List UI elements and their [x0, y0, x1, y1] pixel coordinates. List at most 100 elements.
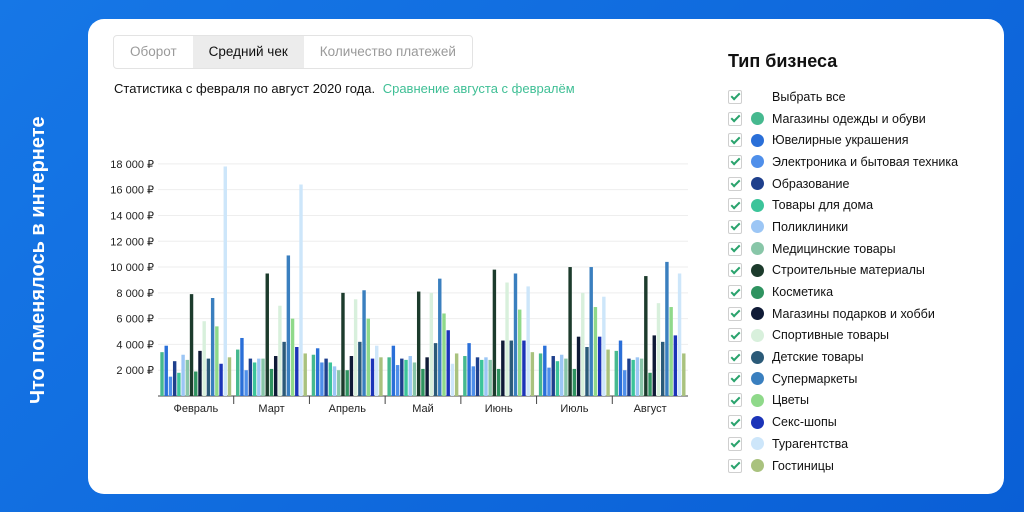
- bar: [635, 357, 640, 396]
- bar: [602, 296, 606, 396]
- checkbox-icon[interactable]: [728, 285, 742, 300]
- x-tick-label: Август: [634, 403, 667, 415]
- checkbox-icon[interactable]: [728, 241, 742, 256]
- legend-color-dot: [751, 393, 764, 407]
- legend-select-all[interactable]: Выбрать все: [728, 86, 998, 108]
- checkbox-icon[interactable]: [728, 89, 742, 104]
- checkbox-icon[interactable]: [728, 263, 742, 278]
- legend-color-dot: [751, 198, 764, 212]
- bar: [248, 358, 253, 396]
- bar: [454, 353, 459, 396]
- bar: [375, 345, 379, 396]
- bar: [429, 292, 434, 396]
- bar: [652, 335, 656, 396]
- bar: [543, 345, 547, 396]
- bar: [181, 354, 185, 396]
- bar: [656, 303, 661, 396]
- bar: [345, 370, 349, 396]
- tab-average-check[interactable]: Средний чек: [192, 36, 304, 68]
- legend-item[interactable]: Образование: [728, 173, 998, 195]
- bar: [252, 362, 257, 396]
- tab-turnover[interactable]: Оборот: [130, 44, 177, 59]
- legend: Тип бизнеса Выбрать все Магазины одежды …: [728, 51, 998, 476]
- legend-item[interactable]: Ювелирные украшения: [728, 129, 998, 151]
- bar: [210, 298, 215, 396]
- legend-item[interactable]: Магазины подарков и хобби: [728, 303, 998, 325]
- legend-item[interactable]: Магазины одежды и обуви: [728, 108, 998, 130]
- bar: [623, 370, 627, 396]
- legend-item[interactable]: Электроника и бытовая техника: [728, 151, 998, 173]
- legend-item[interactable]: Товары для дома: [728, 194, 998, 216]
- legend-item[interactable]: Спортивные товары: [728, 325, 998, 347]
- legend-color-dot: [751, 112, 764, 126]
- legend-item[interactable]: Супермаркеты: [728, 368, 998, 390]
- bar: [416, 291, 421, 396]
- bar: [618, 340, 623, 396]
- legend-title: Тип бизнеса: [728, 51, 838, 71]
- checkbox-icon[interactable]: [728, 436, 742, 451]
- legend-item[interactable]: Гостиницы: [728, 455, 998, 477]
- checkbox-icon[interactable]: [728, 176, 742, 191]
- bar: [581, 292, 585, 396]
- checkbox-icon[interactable]: [728, 111, 742, 126]
- legend-item-label: Косметика: [772, 285, 834, 300]
- bar: [379, 357, 383, 396]
- bar: [576, 336, 581, 396]
- bar: [337, 370, 341, 396]
- legend-item[interactable]: Детские товары: [728, 346, 998, 368]
- checkbox-icon[interactable]: [728, 306, 742, 321]
- bar: [682, 353, 686, 396]
- bar: [168, 376, 173, 396]
- checkbox-icon[interactable]: [728, 458, 742, 473]
- bar: [320, 362, 324, 396]
- checkbox-icon[interactable]: [728, 133, 742, 148]
- bar: [471, 366, 476, 396]
- bar: [496, 368, 501, 396]
- bar: [332, 366, 337, 396]
- bar: [438, 278, 442, 396]
- checkbox-icon[interactable]: [728, 198, 742, 213]
- bar: [526, 286, 530, 396]
- checkbox-icon[interactable]: [728, 328, 742, 343]
- bar: [240, 337, 244, 396]
- checkbox-icon[interactable]: [728, 154, 742, 169]
- legend-color-dot: [751, 437, 764, 451]
- legend-color-dot: [751, 177, 764, 191]
- bar: [160, 352, 164, 396]
- bar: [627, 358, 631, 396]
- y-tick-label: 6 000 ₽: [116, 314, 154, 326]
- tab-payments-count[interactable]: Количество платежей: [319, 44, 456, 59]
- checkbox-icon[interactable]: [728, 393, 742, 408]
- legend-item-label: Цветы: [772, 393, 809, 408]
- compare-link[interactable]: Сравнение августа с февралём: [382, 81, 575, 96]
- bar: [593, 307, 598, 396]
- legend-item-label: Детские товары: [772, 350, 864, 365]
- legend-item[interactable]: Строительные материалы: [728, 260, 998, 282]
- bar: [639, 358, 644, 396]
- legend-color-dot: [751, 459, 764, 473]
- legend-item-label: Гостиницы: [772, 458, 834, 473]
- legend-item[interactable]: Поликлиники: [728, 216, 998, 238]
- bar: [303, 353, 307, 396]
- bar: [328, 362, 333, 396]
- bar: [227, 357, 232, 396]
- legend-item[interactable]: Косметика: [728, 281, 998, 303]
- legend-item[interactable]: Турагентства: [728, 433, 998, 455]
- bar: [202, 321, 206, 396]
- bar: [172, 361, 177, 396]
- bar: [265, 273, 269, 396]
- checkbox-icon[interactable]: [728, 350, 742, 365]
- legend-color-dot: [751, 415, 764, 429]
- checkbox-icon[interactable]: [728, 415, 742, 430]
- bar: [206, 358, 211, 396]
- legend-item[interactable]: Секс-шопы: [728, 411, 998, 433]
- legend-item-label: Товары для дома: [772, 198, 874, 213]
- checkbox-icon[interactable]: [728, 371, 742, 386]
- bar: [353, 299, 358, 396]
- legend-item[interactable]: Медицинские товары: [728, 238, 998, 260]
- legend-item[interactable]: Цветы: [728, 390, 998, 412]
- checkbox-icon[interactable]: [728, 219, 742, 234]
- bar: [644, 276, 648, 396]
- x-tick-label: Июнь: [485, 403, 513, 415]
- bar: [341, 292, 345, 396]
